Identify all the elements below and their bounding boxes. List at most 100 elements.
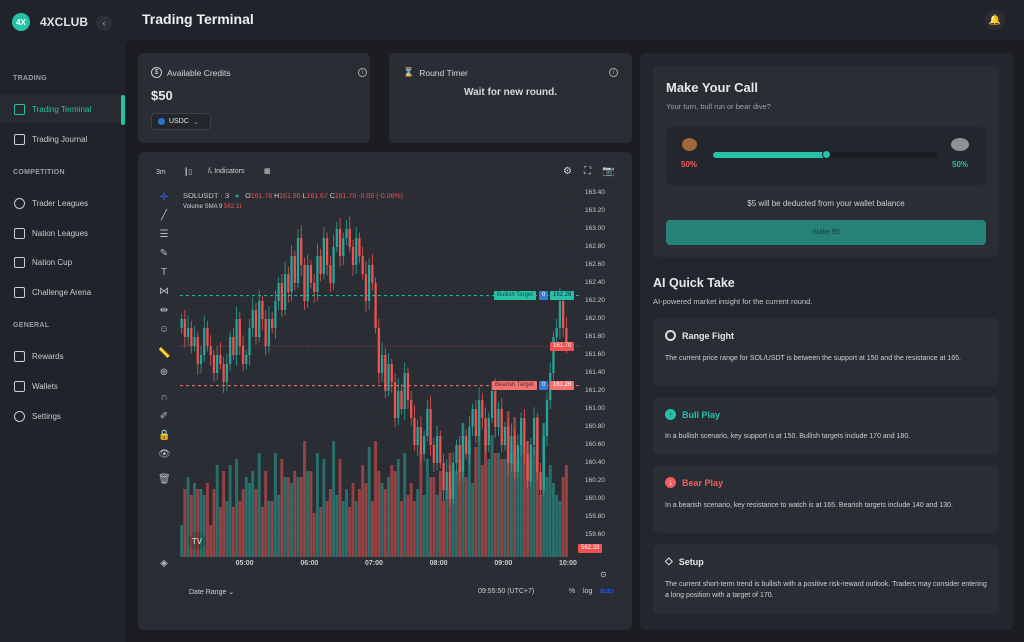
card-title: Bear Play bbox=[682, 477, 724, 488]
ruler-icon[interactable]: 📏 bbox=[158, 348, 171, 359]
y-tick-label: 162.40 bbox=[585, 279, 605, 286]
indicators-label: Indicators bbox=[214, 168, 245, 175]
slider-thumb[interactable] bbox=[821, 150, 831, 159]
y-tick-label: 162.20 bbox=[585, 297, 605, 304]
volume-bar bbox=[526, 441, 530, 557]
interval-button[interactable]: 3m bbox=[156, 169, 166, 176]
candle-body bbox=[364, 274, 368, 301]
magnet-icon[interactable]: ∩ bbox=[160, 392, 168, 403]
indicators-button[interactable]: fₓ Indicators bbox=[208, 168, 245, 175]
chevron-down-icon: ⌄ bbox=[192, 118, 199, 126]
lock-icon[interactable]: 🔒 bbox=[158, 430, 171, 441]
candle-body bbox=[513, 436, 516, 472]
volume-bar bbox=[442, 501, 445, 557]
log-toggle[interactable]: log bbox=[583, 588, 593, 595]
sentiment-slider[interactable] bbox=[713, 150, 938, 159]
date-range-button[interactable]: Date Range ⌄ bbox=[189, 589, 235, 596]
y-tick-label: 160.80 bbox=[585, 423, 605, 430]
sidebar-item-rewards[interactable]: Rewards bbox=[0, 342, 125, 370]
logo[interactable]: 4X 4XCLUB bbox=[12, 13, 88, 31]
candle-body bbox=[261, 301, 264, 319]
volume-bar bbox=[209, 525, 213, 557]
bullish-target-label[interactable]: Bullish Target bbox=[494, 291, 536, 301]
eye-icon[interactable]: 👁 bbox=[158, 449, 171, 460]
trash-icon[interactable]: 🗑 bbox=[158, 474, 171, 485]
range-fight-card: Range Fight The current price range for … bbox=[653, 318, 999, 386]
sidebar-item-trading-journal[interactable]: Trading Journal bbox=[0, 125, 125, 153]
volume-bar bbox=[196, 489, 200, 557]
candle-body bbox=[484, 418, 487, 445]
sidebar-item-trader-leagues[interactable]: Trader Leagues bbox=[0, 189, 125, 217]
pattern-icon[interactable]: ⋈ bbox=[159, 286, 169, 297]
y-tick-label: 161.60 bbox=[585, 351, 605, 358]
volume-bar bbox=[354, 501, 358, 557]
measure-range-icon[interactable]: ⇹ bbox=[159, 305, 169, 316]
candle-body bbox=[203, 328, 206, 355]
volume-bar bbox=[490, 435, 494, 557]
sidebar-item-challenge-arena[interactable]: Challenge Arena bbox=[0, 278, 125, 306]
bullish-target-close-button[interactable]: 0 bbox=[539, 291, 549, 301]
brush-icon[interactable]: ✎ bbox=[159, 248, 169, 259]
settings-gear-icon[interactable]: ⚙ bbox=[563, 166, 572, 177]
volume-bar bbox=[435, 495, 439, 557]
candle-body bbox=[199, 355, 203, 364]
volume-bar bbox=[345, 489, 348, 557]
sidebar-item-nation-leagues[interactable]: Nation Leagues bbox=[0, 219, 125, 247]
zoom-in-icon[interactable]: ⊕ bbox=[159, 367, 169, 378]
volume-bar bbox=[409, 483, 413, 557]
percent-toggle[interactable]: % bbox=[569, 588, 576, 595]
goto-realtime-icon[interactable]: ⊙ bbox=[600, 570, 607, 579]
info-icon[interactable]: i bbox=[609, 68, 618, 77]
layout-grid-icon[interactable]: ▦ bbox=[264, 168, 271, 175]
sidebar-item-wallets[interactable]: Wallets bbox=[0, 372, 125, 400]
candle-body bbox=[539, 472, 542, 490]
volume-bar bbox=[341, 501, 345, 557]
currency-select[interactable]: USDC ⌄ bbox=[151, 113, 211, 130]
text-icon[interactable]: T bbox=[160, 267, 168, 278]
volume-bar bbox=[471, 483, 475, 557]
info-icon[interactable]: i bbox=[358, 68, 367, 77]
bearish-target-price: 161.26 bbox=[550, 381, 575, 391]
notifications-bell-icon[interactable]: 🔔 bbox=[985, 10, 1005, 30]
auto-toggle[interactable]: auto bbox=[600, 588, 614, 595]
cup-icon bbox=[14, 256, 25, 268]
sidebar-item-trading-terminal[interactable]: Trading Terminal bbox=[0, 95, 125, 125]
x-tick-label: 09:00 bbox=[494, 560, 513, 567]
emoji-icon[interactable]: ☺ bbox=[158, 324, 170, 335]
candle-type-icon[interactable]: ┃▯ bbox=[184, 169, 193, 176]
last-volume-label: 562.33 bbox=[578, 544, 603, 553]
nav-label: Trading Journal bbox=[32, 134, 88, 144]
stake-button[interactable]: Stake $5 bbox=[666, 220, 986, 245]
sidebar-item-nation-cup[interactable]: Nation Cup bbox=[0, 248, 125, 276]
sidebar-item-settings[interactable]: Settings bbox=[0, 402, 125, 430]
bearish-target-close-button[interactable]: 0 bbox=[539, 381, 549, 391]
credits-label: Available Credits bbox=[167, 67, 231, 78]
fullscreen-icon[interactable]: ⛶ bbox=[584, 166, 591, 177]
volume-bar bbox=[429, 477, 433, 557]
chart-card: 3m ┃▯ fₓ Indicators ▦ ⚙ ⛶ 📷 SOLUSDT · 3 … bbox=[138, 152, 632, 630]
candle-body bbox=[322, 238, 326, 274]
trendline-icon[interactable]: ╱ bbox=[160, 210, 168, 221]
lock-drawing-icon[interactable]: ✐ bbox=[159, 411, 169, 422]
currency-value: USDC bbox=[169, 118, 189, 125]
candle-body bbox=[526, 454, 529, 481]
camera-icon[interactable]: 📷 bbox=[602, 166, 615, 177]
volume-bar bbox=[464, 477, 468, 557]
candle-body bbox=[219, 355, 222, 364]
volume-bar bbox=[348, 507, 352, 557]
volume-bar bbox=[529, 459, 533, 557]
volume-bar bbox=[228, 465, 232, 557]
l-label: L bbox=[302, 193, 307, 200]
candle-body bbox=[277, 283, 280, 301]
gift-icon bbox=[14, 350, 25, 362]
volume-bar bbox=[545, 477, 549, 557]
candle-body bbox=[474, 409, 477, 436]
layers-icon[interactable]: ◈ bbox=[160, 558, 168, 569]
collapse-sidebar-button[interactable]: ‹ bbox=[96, 15, 112, 31]
bearish-target-label[interactable]: Bearish Target bbox=[492, 381, 537, 391]
price-chart[interactable] bbox=[138, 152, 632, 630]
crosshair-icon[interactable]: ✛ bbox=[159, 192, 169, 203]
candle-body bbox=[487, 418, 490, 445]
fib-icon[interactable]: ☰ bbox=[159, 229, 169, 240]
volume-bar bbox=[277, 495, 281, 557]
